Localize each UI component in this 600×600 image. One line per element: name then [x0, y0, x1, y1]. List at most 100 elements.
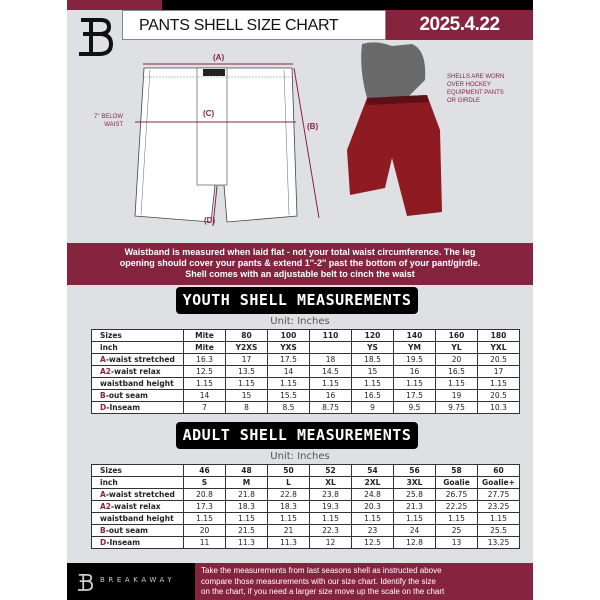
row-label: Sizes — [91, 464, 184, 477]
table-cell: 15 — [225, 389, 268, 402]
youth-size-table: Sizes Mite 80 100 110 120 140 160 180 inch Mite Y2X… — [91, 329, 520, 414]
table-cell: YXS — [267, 341, 310, 354]
table-cell: 48 — [225, 464, 268, 477]
table-cell: 1.15 — [393, 377, 436, 390]
table-cell: 11.3 — [267, 536, 310, 549]
table-row: D-Inseam 11 11.3 11.3 12 12.5 12.8 13 13.25 — [91, 536, 520, 549]
table-row: inch S M L XL 2XL 3XL Goalie Goalie+ — [91, 476, 520, 489]
table-cell: 25 — [435, 524, 478, 537]
table-cell: 17 — [225, 353, 268, 366]
table-cell: 26.75 — [435, 488, 478, 501]
table-cell: 19.5 — [393, 353, 436, 366]
measure-key: D — [100, 403, 107, 412]
measure-key: A — [100, 490, 106, 499]
table-cell: 27.75 — [477, 488, 520, 501]
table-cell: 18 — [309, 353, 352, 366]
table-row: A-waist stretched 16.3 17 17.5 18 18.5 19.5 20 2… — [91, 353, 520, 366]
label-c: (C) — [203, 109, 215, 118]
table-cell: 9.5 — [393, 401, 436, 414]
table-cell: 17.5 — [393, 389, 436, 402]
table-cell: 14.5 — [309, 365, 352, 378]
table-cell: 1.15 — [351, 377, 394, 390]
measure-name: -out seam — [105, 526, 148, 535]
row-label: A2-waist relax — [91, 500, 184, 513]
table-cell: 8 — [225, 401, 268, 414]
measure-key: A — [100, 355, 106, 364]
table-cell: 9.75 — [435, 401, 478, 414]
table-cell: 16.5 — [351, 389, 394, 402]
table-cell: 1.15 — [435, 512, 478, 525]
pants-diagram — [134, 42, 442, 227]
info-line: opening should cover your pants & extend… — [119, 258, 481, 268]
table-row: B-out seam 14 15 15.5 16 16.5 17.5 19 20.5 — [91, 389, 520, 402]
measure-key: B — [100, 391, 106, 400]
measure-name: -waist relax — [111, 367, 161, 376]
measure-name: Sizes — [100, 331, 122, 340]
table-row: Sizes Mite 80 100 110 120 140 160 180 — [91, 329, 520, 342]
table-cell: 1.15 — [267, 512, 310, 525]
table-cell: 20.5 — [477, 389, 520, 402]
instruction-line: Take the measurements from last seasons … — [201, 566, 442, 575]
row-label: A2-waist relax — [91, 365, 184, 378]
top-bar-accent — [67, 0, 162, 10]
table-cell: 19 — [435, 389, 478, 402]
table-cell: 16 — [393, 365, 436, 378]
table-cell: 1.15 — [267, 377, 310, 390]
table-cell: 16.5 — [435, 365, 478, 378]
row-label: waistband height — [91, 377, 184, 390]
table-cell: 12.5 — [351, 536, 394, 549]
brand-logo-icon — [77, 574, 93, 591]
table-cell: 17 — [477, 365, 520, 378]
table-cell: 120 — [351, 329, 394, 342]
table-cell: Goalie+ — [477, 476, 520, 489]
brand-name: BREAKAWAY — [100, 576, 176, 584]
table-cell: 17.5 — [267, 353, 310, 366]
table-cell: 1.15 — [477, 512, 520, 525]
table-cell: 21 — [267, 524, 310, 537]
table-cell: 20 — [183, 524, 226, 537]
label-a: (A) — [213, 53, 225, 62]
table-cell: 1.15 — [309, 377, 352, 390]
label-d: (D) — [204, 216, 216, 225]
table-cell: YS — [351, 341, 394, 354]
row-label: B-out seam — [91, 389, 184, 402]
note-line: 7'' BELOW — [94, 114, 123, 120]
row-label: B-out seam — [91, 524, 184, 537]
note-line: EQUIPMENT PANTS — [447, 90, 504, 96]
table-cell: 11 — [183, 536, 226, 549]
row-label: D-Inseam — [91, 401, 184, 414]
instruction-line: compare those measurements with our size… — [201, 576, 436, 586]
table-cell: 10.3 — [477, 401, 520, 414]
table-cell — [309, 341, 352, 354]
table-cell: 1.15 — [225, 377, 268, 390]
adult-size-table: Sizes 46 48 50 52 54 56 58 60 inch S M L XL 2XL 3XL Goal… — [91, 464, 520, 549]
row-label: A-waist stretched — [91, 353, 184, 366]
table-cell: Goalie — [435, 476, 478, 489]
row-label: A-waist stretched — [91, 488, 184, 501]
table-row: D-Inseam 7 8 8.5 8.75 9 9.5 9.75 10.3 — [91, 401, 520, 414]
table-cell: 23.25 — [477, 500, 520, 513]
table-cell: 12.5 — [183, 365, 226, 378]
table-row: waistband height 1.15 1.15 1.15 1.15 1.15 1.15… — [91, 512, 520, 525]
table-cell: 1.15 — [435, 377, 478, 390]
measurement-info-band: Waistband is measured when laid flat - n… — [67, 243, 533, 285]
table-cell: 20 — [435, 353, 478, 366]
table-cell: 18.5 — [351, 353, 394, 366]
row-label: inch — [91, 341, 184, 354]
table-cell: 60 — [477, 464, 520, 477]
table-cell: 58 — [435, 464, 478, 477]
measure-name: -waist stretched — [105, 490, 175, 499]
table-cell: Mite — [183, 341, 226, 354]
table-cell: 14 — [183, 389, 226, 402]
table-cell: 50 — [267, 464, 310, 477]
table-cell: 1.15 — [225, 512, 268, 525]
table-cell: 7 — [183, 401, 226, 414]
instruction-line: on the chart, if you need a larger size … — [201, 587, 445, 596]
measure-name: -Inseam — [106, 403, 141, 412]
table-cell: 15.5 — [267, 389, 310, 402]
table-cell: 24 — [393, 524, 436, 537]
table-cell: 54 — [351, 464, 394, 477]
table-cell: 18.3 — [267, 500, 310, 513]
note-line: WAIST — [104, 122, 123, 128]
chart-date: 2025.4.22 — [386, 10, 533, 40]
